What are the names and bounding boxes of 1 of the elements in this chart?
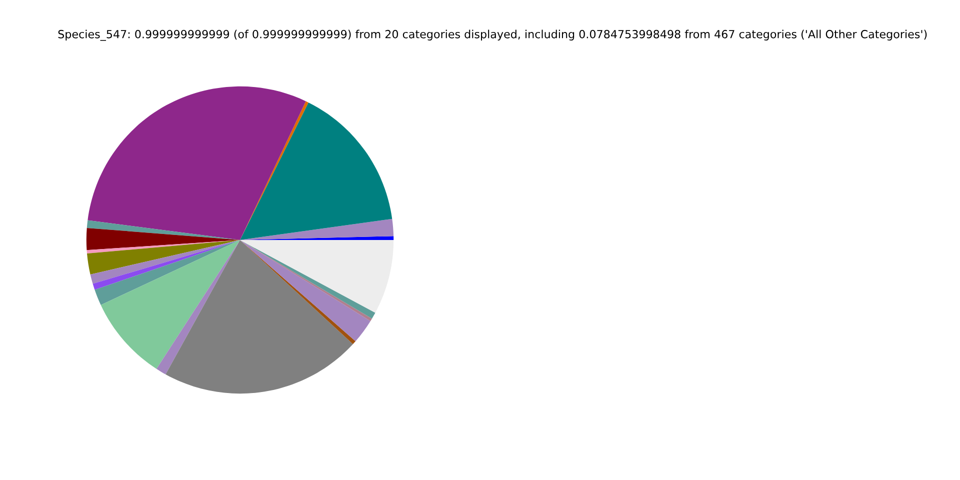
text: Species_547: 0.999999999999 (of 0.999999999999) from 20 categories displayed, including 0.0784753998498 from 467 categories ('All Other Categories'): [58, 30, 927, 41]
